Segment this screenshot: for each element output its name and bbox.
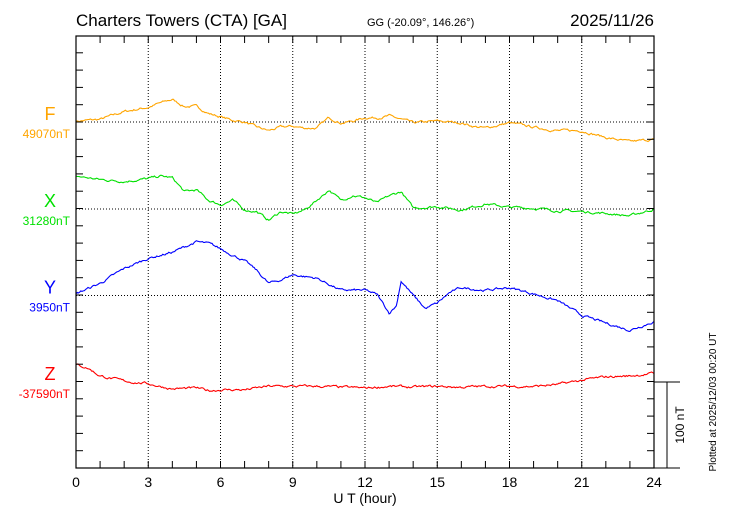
grid bbox=[76, 36, 654, 468]
trace-z bbox=[75, 363, 655, 393]
x-tick-label: 12 bbox=[357, 474, 373, 490]
series-name-y: Y bbox=[44, 278, 56, 298]
baseline-label-x: 31280nT bbox=[23, 214, 71, 228]
x-tick-label: 0 bbox=[72, 474, 80, 490]
x-tick-label: 15 bbox=[429, 474, 445, 490]
plotted-timestamp: Plotted at 2025/12/03 00:20 UT bbox=[708, 333, 719, 472]
x-tick-label: 3 bbox=[144, 474, 152, 490]
x-tick-label: 9 bbox=[289, 474, 297, 490]
series-name-f: F bbox=[45, 104, 56, 124]
x-tick-label: 24 bbox=[646, 474, 662, 490]
baseline-label-y: 3950nT bbox=[29, 301, 70, 315]
x-tick-label: 6 bbox=[217, 474, 225, 490]
x-axis-label: U T (hour) bbox=[333, 490, 396, 506]
series-name-x: X bbox=[44, 191, 56, 211]
x-tick-label: 18 bbox=[502, 474, 518, 490]
plot-date: 2025/11/26 bbox=[570, 11, 654, 30]
x-tick-label: 21 bbox=[574, 474, 590, 490]
station-coords: GG (-20.09°, 146.26°) bbox=[367, 17, 474, 29]
station-title: Charters Towers (CTA) [GA] bbox=[76, 11, 287, 30]
baseline-label-z: -37590nT bbox=[19, 387, 71, 401]
axes: 0 3 6 9 12 15 18 21 24 bbox=[72, 36, 662, 490]
series-name-z: Z bbox=[45, 364, 56, 384]
traces: F 49070nT X 31280nT Y 3950nT Z -37590nT bbox=[19, 98, 655, 401]
baseline-label-f: 49070nT bbox=[23, 127, 71, 141]
trace-x bbox=[75, 174, 655, 221]
trace-f bbox=[75, 98, 655, 143]
trace-y bbox=[75, 240, 655, 332]
scale-label: 100 nT bbox=[673, 406, 687, 444]
